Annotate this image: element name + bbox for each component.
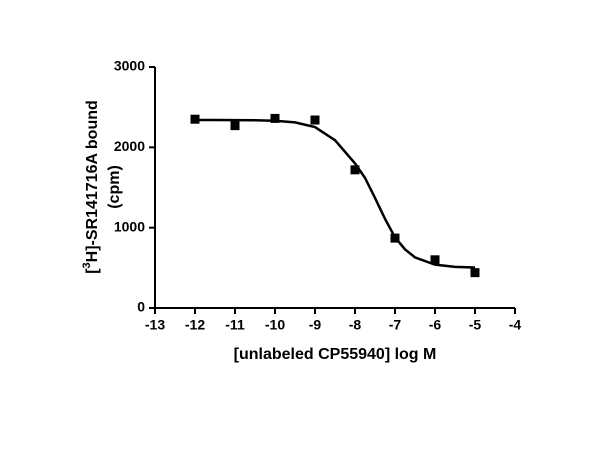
x-tick-label: -10 xyxy=(265,317,285,333)
y-tick-label: 1000 xyxy=(114,218,145,234)
x-tick-label: -9 xyxy=(309,317,322,333)
y-label-superscript: 3 xyxy=(81,262,93,268)
y-axis-label-line2: (cpm) xyxy=(106,165,123,209)
x-tick-label: -11 xyxy=(225,317,245,333)
y-axis-label: [3H]-SR141716A bound (cpm) xyxy=(81,100,123,274)
data-point xyxy=(310,115,320,125)
y-tick-label: 0 xyxy=(137,299,145,315)
x-tick-label: -7 xyxy=(389,317,402,333)
data-point xyxy=(470,268,480,278)
y-tick-label: 2000 xyxy=(114,138,145,154)
x-tick-label: -13 xyxy=(145,317,165,333)
x-axis-label: [unlabeled CP55940] log M xyxy=(234,346,437,363)
y-label-part: H]-SR141716A bound xyxy=(84,100,101,262)
data-point xyxy=(350,165,360,175)
data-point xyxy=(230,121,240,131)
data-point xyxy=(430,255,440,265)
x-tick-label: -8 xyxy=(349,317,362,333)
x-tick-label: -12 xyxy=(185,317,205,333)
y-label-part: [ xyxy=(84,268,101,274)
y-axis-label-line1: [3H]-SR141716A bound xyxy=(81,100,101,274)
x-tick-label: -5 xyxy=(469,317,482,333)
data-point xyxy=(270,113,280,123)
x-tick-label: -4 xyxy=(509,317,522,333)
x-tick-label: -6 xyxy=(429,317,442,333)
y-tick-label: 3000 xyxy=(114,58,145,74)
fit-curve xyxy=(195,118,476,269)
